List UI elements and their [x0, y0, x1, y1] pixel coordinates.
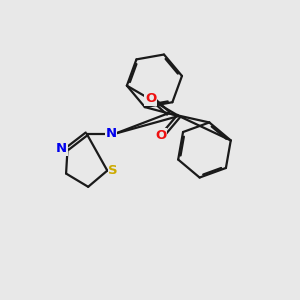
- Text: O: O: [155, 129, 167, 142]
- Text: O: O: [145, 92, 156, 105]
- Text: S: S: [108, 164, 118, 177]
- Text: N: N: [106, 127, 117, 140]
- Text: N: N: [56, 142, 67, 155]
